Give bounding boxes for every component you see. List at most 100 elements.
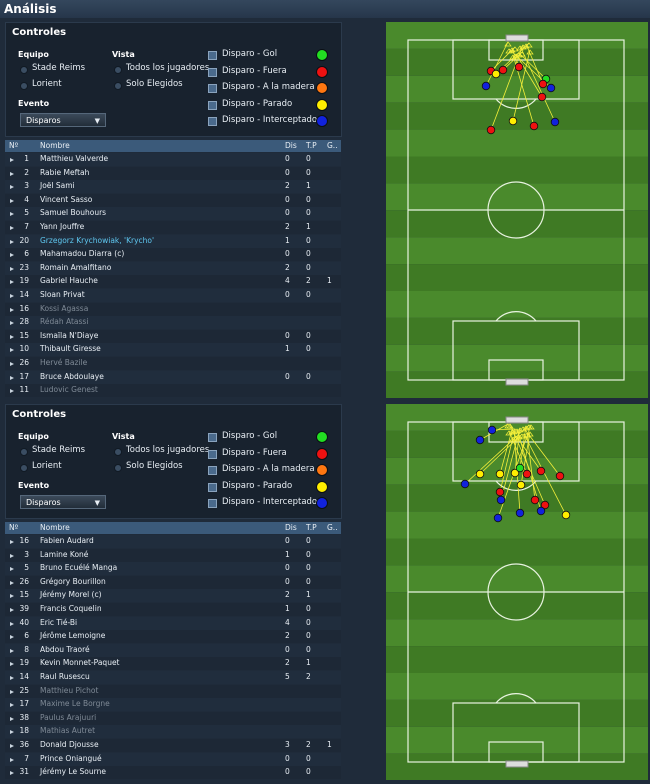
- row-number: 15: [19, 590, 29, 600]
- legend-label[interactable]: Disparo - A la madera: [222, 82, 315, 92]
- checkbox[interactable]: [208, 117, 217, 126]
- table-row[interactable]: 10 Thibault Giresse 1 0: [5, 343, 341, 357]
- checkbox[interactable]: [208, 433, 217, 442]
- shot-arrowhead: [526, 49, 534, 55]
- row-dis: 2: [285, 631, 290, 641]
- radio-button[interactable]: [20, 82, 28, 90]
- legend-label[interactable]: Disparo - Fuera: [222, 65, 287, 76]
- team-option[interactable]: Lorient: [32, 79, 62, 89]
- grass-stripe: [386, 726, 648, 754]
- checkbox[interactable]: [208, 499, 217, 508]
- table-row[interactable]: 28 Rédah Atassi: [5, 316, 341, 330]
- checkbox[interactable]: [208, 100, 217, 110]
- table-row[interactable]: 16 Fabien Audard 0 0: [5, 535, 341, 548]
- event-dropdown[interactable]: Disparos ▼: [20, 495, 106, 509]
- legend-label[interactable]: Disparo - Fuera: [222, 447, 287, 458]
- radio-button[interactable]: [20, 448, 28, 456]
- table-row[interactable]: 25 Matthieu Pichot: [5, 684, 341, 698]
- shot-marker: [495, 487, 505, 497]
- column-header[interactable]: Dis: [285, 523, 297, 532]
- checkbox[interactable]: [208, 482, 217, 492]
- radio-button[interactable]: [114, 82, 122, 90]
- table-row[interactable]: 11 Ludovic Genest: [5, 384, 341, 398]
- table-row[interactable]: 1 Matthieu Valverde 0 0: [5, 153, 341, 166]
- legend-label[interactable]: Disparo - Parado: [222, 480, 293, 491]
- table-row[interactable]: 16 Kossi Agassa: [5, 302, 341, 316]
- column-header[interactable]: T.P: [306, 523, 317, 532]
- checkbox[interactable]: [208, 51, 217, 60]
- legend-label[interactable]: Disparo - Parado: [222, 98, 293, 109]
- checkbox[interactable]: [208, 67, 217, 77]
- table-row[interactable]: 5 Samuel Bouhours 0 0: [5, 207, 341, 221]
- table-row[interactable]: 36 Donald Djousse 3 2 1: [5, 739, 341, 752]
- row-dis: 4: [285, 276, 290, 286]
- row-number: 11: [19, 385, 29, 395]
- column-header[interactable]: Nombre: [40, 523, 70, 532]
- table-row[interactable]: 14 Sloan Privat 0 0: [5, 289, 341, 302]
- column-header[interactable]: Nº: [9, 523, 19, 532]
- table-row[interactable]: 6 Jérôme Lemoigne 2 0: [5, 630, 341, 644]
- table-row[interactable]: 19 Kevin Monnet-Paquet 2 1: [5, 657, 341, 671]
- table-row[interactable]: 7 Yann Jouffre 2 1: [5, 221, 341, 234]
- legend-label[interactable]: Disparo - Gol: [222, 431, 278, 441]
- table-row[interactable]: 19 Gabriel Hauche 4 2 1: [5, 275, 341, 289]
- table-row[interactable]: 7 Prince Oniangué 0 0: [5, 752, 341, 766]
- event-dropdown[interactable]: Disparos ▼: [20, 113, 106, 127]
- radio-button[interactable]: [20, 464, 28, 472]
- checkbox[interactable]: [208, 449, 217, 459]
- row-tp: 2: [306, 740, 311, 749]
- table-row[interactable]: 17 Maxime Le Borgne: [5, 698, 341, 712]
- legend-label[interactable]: Disparo - Interceptado: [222, 497, 318, 507]
- table-row[interactable]: 15 Ismaïla N'Diaye 0 0: [5, 329, 341, 343]
- grass-stripe: [386, 317, 648, 345]
- shot-arrowhead: [525, 42, 533, 48]
- team-option[interactable]: Stade Reims: [32, 63, 86, 73]
- view-option[interactable]: Solo Elegidos: [126, 79, 183, 89]
- view-option[interactable]: Todos los jugadores: [126, 63, 210, 73]
- row-name: Francis Coquelin: [40, 604, 102, 613]
- table-row[interactable]: 17 Bruce Abdoulaye 0 0: [5, 370, 341, 384]
- checkbox[interactable]: [208, 466, 217, 475]
- table-row[interactable]: 18 Mathias Autret: [5, 725, 341, 739]
- table-row[interactable]: 38 Paulus Arajuuri: [5, 711, 341, 725]
- column-header[interactable]: Nombre: [40, 141, 70, 150]
- radio-button[interactable]: [114, 464, 122, 472]
- legend-label[interactable]: Disparo - Gol: [222, 49, 278, 59]
- legend-color: [316, 98, 328, 111]
- legend-label[interactable]: Disparo - Interceptado: [222, 115, 318, 125]
- column-header[interactable]: Nº: [9, 141, 19, 150]
- team-option[interactable]: Lorient: [32, 461, 62, 471]
- column-header[interactable]: G..: [327, 141, 338, 150]
- table-row[interactable]: 3 Lamine Koné 1 0: [5, 548, 341, 562]
- team-option[interactable]: Stade Reims: [32, 445, 86, 455]
- row-tp: 1: [306, 590, 311, 600]
- row-dis: 1: [285, 604, 290, 613]
- table-row[interactable]: 2 Rabie Meftah 0 0: [5, 166, 341, 180]
- view-option[interactable]: Solo Elegidos: [126, 461, 183, 471]
- table-row[interactable]: 20 Grzegorz Krychowiak, 'Krycho' 1 0: [5, 234, 341, 248]
- radio-button[interactable]: [114, 66, 122, 74]
- table-row[interactable]: 14 Raul Rusescu 5 2: [5, 671, 341, 684]
- table-row[interactable]: 3 Joël Sami 2 1: [5, 180, 341, 194]
- view-option[interactable]: Todos los jugadores: [126, 445, 210, 455]
- column-header[interactable]: G..: [327, 523, 338, 532]
- legend-label[interactable]: Disparo - A la madera: [222, 464, 315, 474]
- table-row[interactable]: 40 Eric Tié-Bi 4 0: [5, 616, 341, 630]
- table-row[interactable]: 15 Jérémy Morel (c) 2 1: [5, 589, 341, 603]
- radio-button[interactable]: [114, 448, 122, 456]
- checkbox[interactable]: [208, 84, 217, 93]
- table-row[interactable]: 26 Grégory Bourillon 0 0: [5, 575, 341, 589]
- table-row[interactable]: 6 Mahamadou Diarra (c) 0 0: [5, 248, 341, 262]
- table-row[interactable]: 4 Vincent Sasso 0 0: [5, 193, 341, 207]
- table-row[interactable]: 23 Romain Amalfitano 2 0: [5, 261, 341, 275]
- column-header[interactable]: Dis: [285, 141, 297, 150]
- table-row[interactable]: 39 Francis Coquelin 1 0: [5, 603, 341, 616]
- table-row[interactable]: 5 Bruno Ecuélé Manga 0 0: [5, 562, 341, 576]
- column-header[interactable]: T.P: [306, 141, 317, 150]
- table-row[interactable]: 26 Hervé Bazile: [5, 357, 341, 370]
- table-row[interactable]: 8 Abdou Traoré 0 0: [5, 643, 341, 657]
- grass-stripe: [386, 210, 648, 238]
- radio-button[interactable]: [20, 66, 28, 74]
- row-tp: 0: [306, 330, 311, 340]
- table-row[interactable]: 31 Jérémy Le Sourne 0 0: [5, 766, 341, 780]
